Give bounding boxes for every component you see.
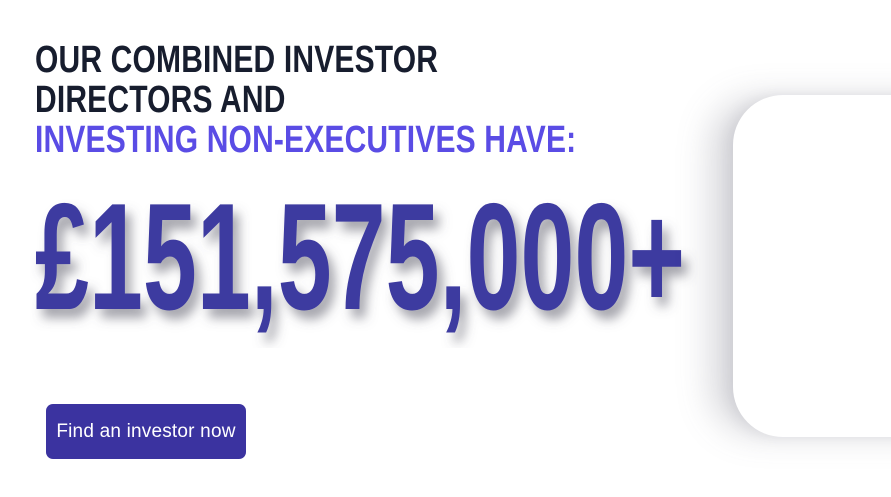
stat-amount-graphic: £151,575,000+: [35, 172, 685, 342]
stat-amount-text: £151,575,000+: [35, 183, 685, 342]
heading-line-2: DIRECTORS AND: [35, 79, 286, 121]
heading-line-1: OUR COMBINED INVESTOR: [35, 39, 439, 81]
stat-amount: £151,575,000+: [30, 172, 730, 348]
find-investor-button[interactable]: Find an investor now: [46, 404, 246, 459]
adjacent-card-shadow: [733, 95, 891, 437]
heading-line-3: INVESTING NON-EXECUTIVES HAVE:: [35, 119, 577, 161]
section-heading: OUR COMBINED INVESTOR DIRECTORS AND INVE…: [35, 40, 576, 160]
